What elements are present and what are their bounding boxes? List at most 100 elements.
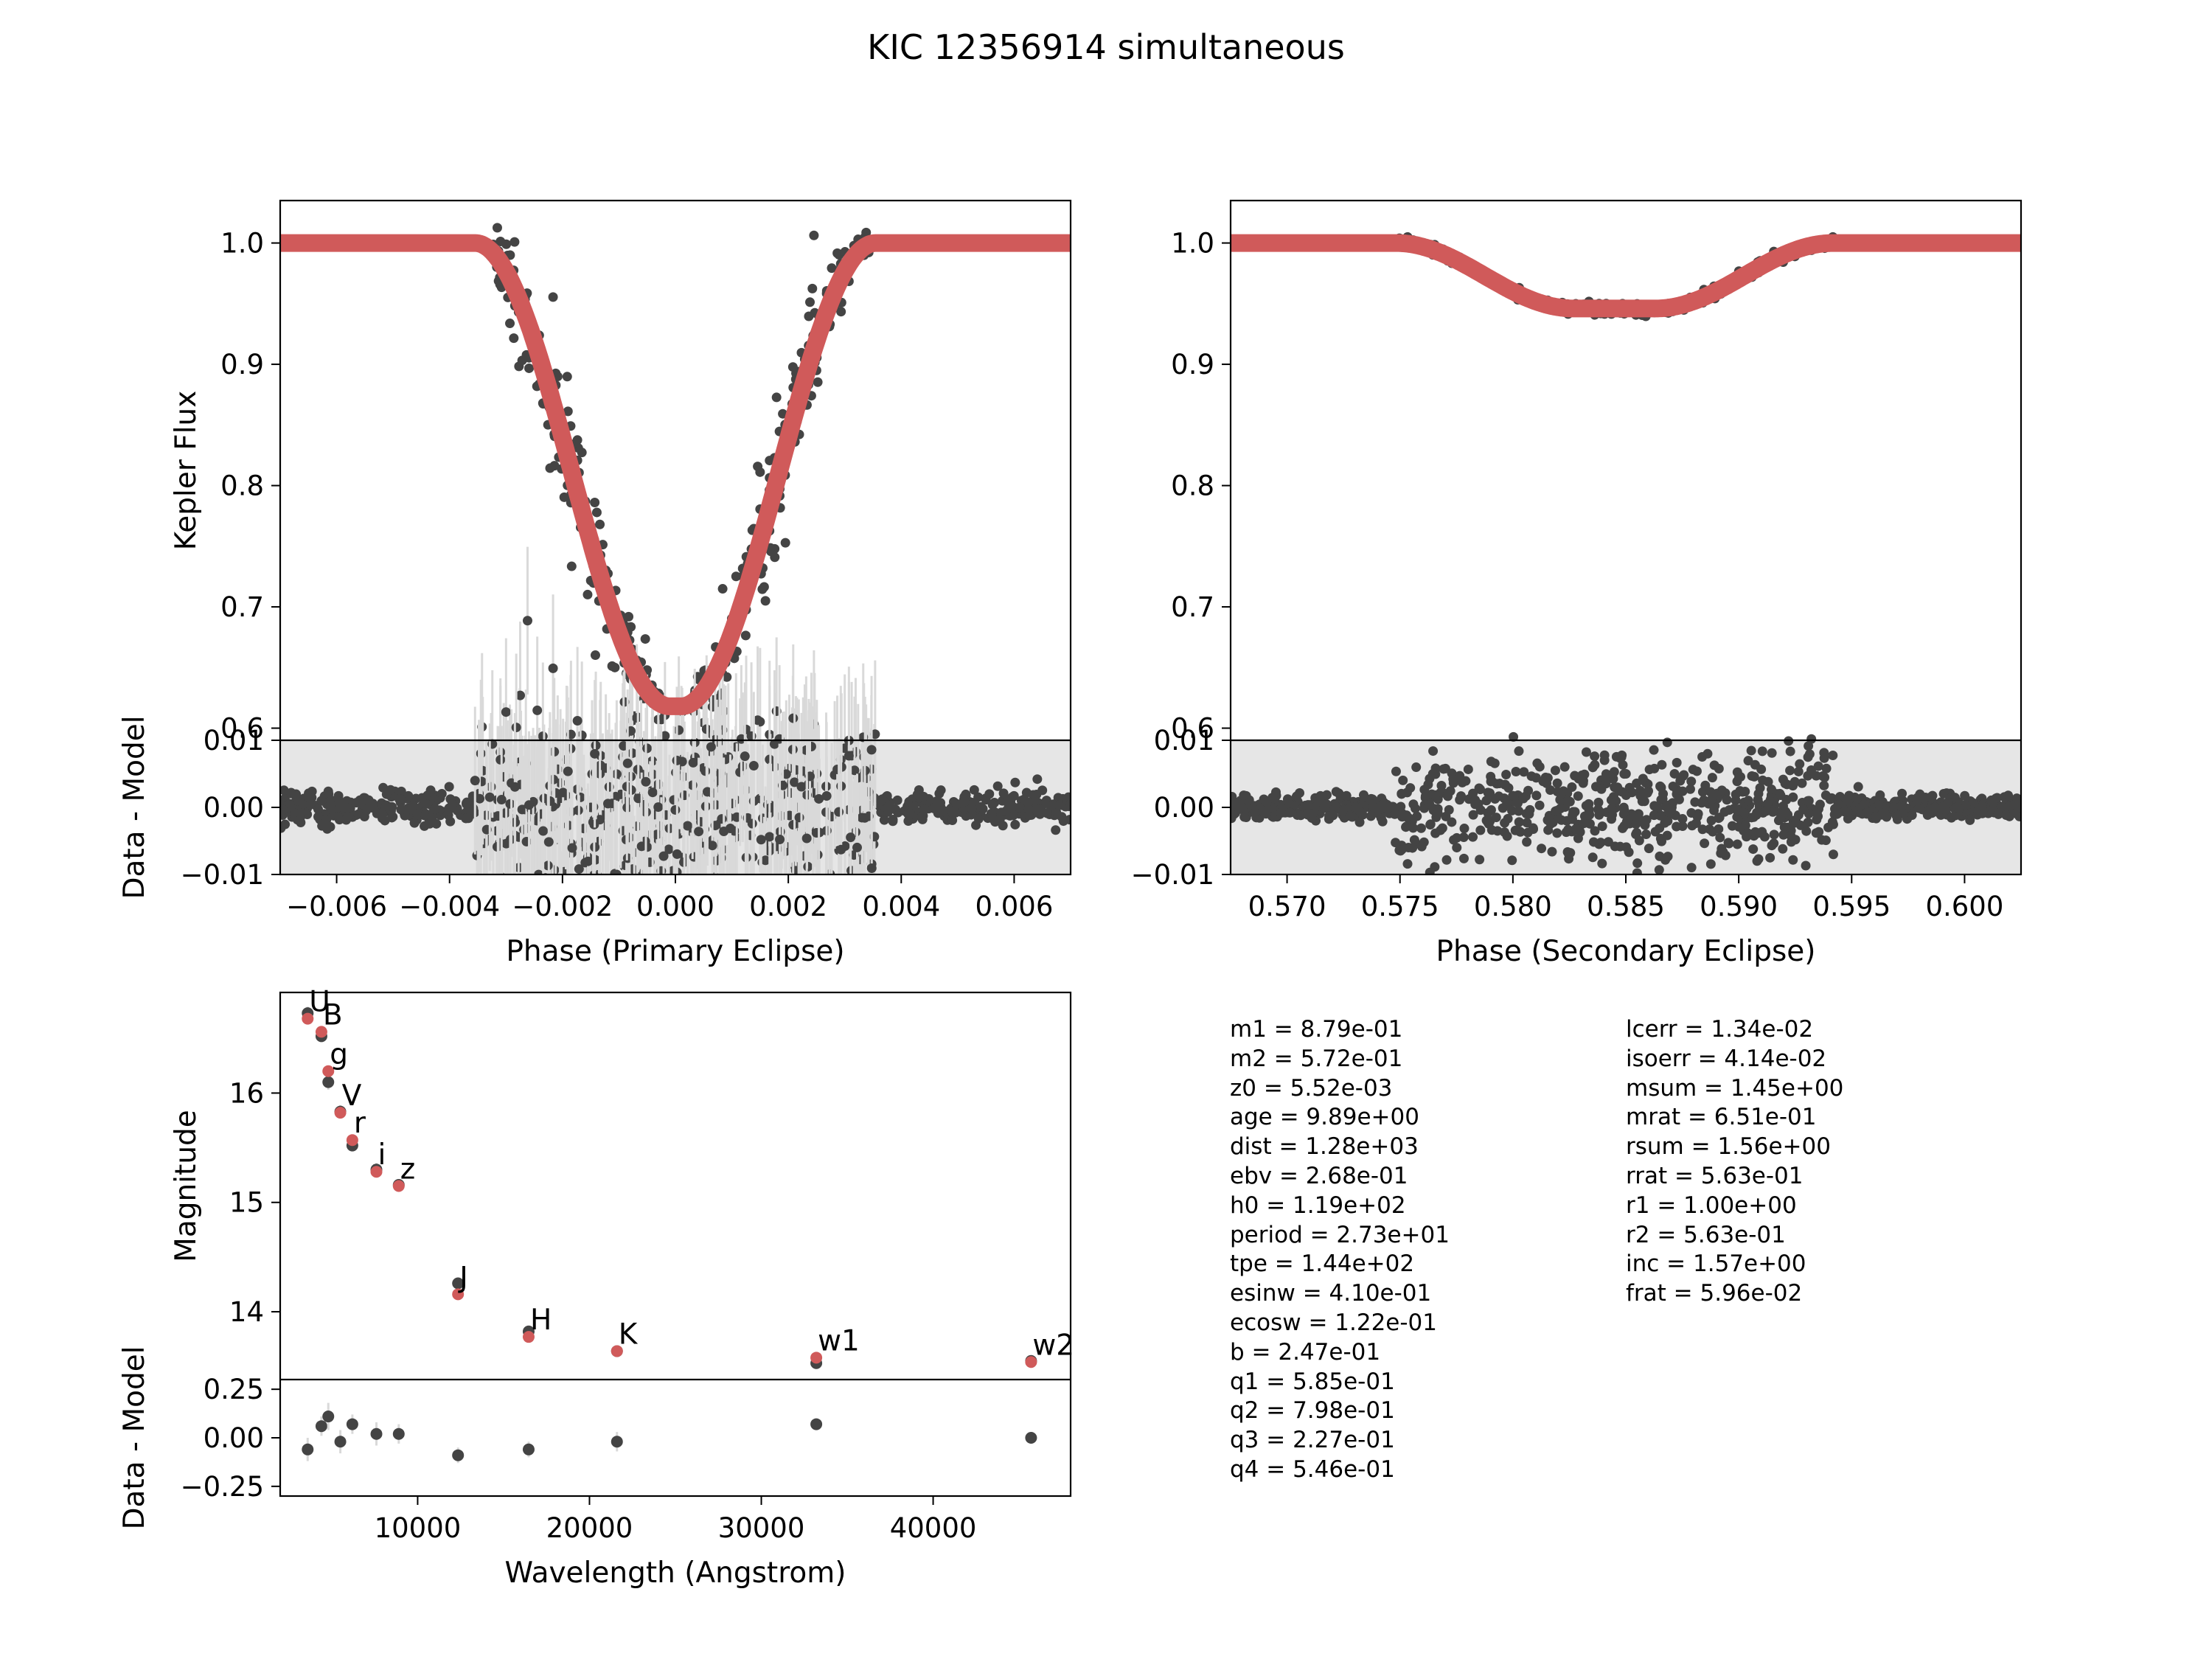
band-label: K	[619, 1318, 639, 1351]
residual-point	[1775, 790, 1786, 801]
data-point	[717, 584, 728, 594]
residual-point	[1534, 762, 1545, 772]
residual-point	[1739, 808, 1750, 818]
residual-point	[420, 821, 430, 831]
residual-point	[1509, 731, 1519, 742]
residual-point	[1719, 807, 1730, 817]
residual-point	[658, 851, 669, 861]
residual-point	[522, 616, 532, 626]
residual-point	[1897, 788, 1907, 799]
residual-point	[1637, 794, 1647, 804]
residual-point	[1519, 767, 1529, 777]
residual-point	[998, 788, 1009, 799]
residual-point	[737, 761, 748, 771]
residual-point	[1284, 807, 1295, 818]
residual-point	[1430, 828, 1441, 838]
residual-point	[1585, 810, 1595, 820]
residual-point	[1547, 846, 1557, 857]
residual-point	[1842, 796, 1852, 806]
residual-y-tick-label: 0.01	[204, 725, 264, 757]
residual-point	[603, 799, 613, 809]
residual-point	[1452, 843, 1462, 853]
axes-frame	[279, 991, 1072, 1498]
residual-point	[986, 808, 996, 818]
data-point	[548, 292, 558, 302]
residual-point	[1785, 746, 1795, 757]
residual-y-tick-label: −0.01	[1131, 859, 1214, 891]
data-point	[509, 333, 519, 344]
data-point	[582, 589, 593, 599]
model-point	[346, 1134, 358, 1147]
residual-point	[1954, 804, 1964, 814]
residual-point	[1587, 762, 1598, 773]
residual-point	[1724, 838, 1734, 849]
plot-area	[1231, 232, 2021, 874]
residual-point	[1579, 818, 1589, 829]
residual-point	[1490, 793, 1500, 804]
residual-point	[1746, 745, 1756, 756]
residual-point	[1042, 808, 1052, 818]
residual-point	[870, 729, 880, 740]
residual-point	[961, 789, 971, 799]
residual-point	[702, 787, 712, 797]
residual-point	[522, 1443, 535, 1455]
residual-point	[1656, 782, 1666, 793]
model-point	[334, 1107, 347, 1119]
residual-point	[1818, 771, 1828, 782]
x-tick-label: 0.590	[1700, 891, 1778, 922]
x-tick-label: 0.000	[636, 891, 714, 922]
residual-point	[1025, 1432, 1037, 1444]
residual-point	[1032, 774, 1043, 785]
band-label: H	[530, 1304, 552, 1337]
residual-point	[636, 841, 647, 852]
model-point	[452, 1288, 465, 1301]
residual-point	[660, 731, 670, 741]
residual-point	[1778, 830, 1789, 840]
residual-point	[1993, 809, 2003, 819]
residual-point	[1780, 779, 1790, 789]
residual-point	[810, 1418, 823, 1430]
residual-point	[1922, 810, 1933, 820]
residual-point	[1815, 799, 1825, 810]
band-label: w1	[818, 1324, 860, 1357]
residual-point	[1740, 820, 1750, 830]
band-label: z	[400, 1153, 415, 1186]
data-point	[809, 230, 819, 240]
residual-point	[1825, 794, 1835, 804]
residual-point	[511, 723, 521, 733]
residual-y-tick-label: 0.25	[204, 1374, 264, 1405]
residual-point	[1023, 810, 1034, 821]
data-point	[722, 672, 732, 682]
residual-point	[788, 820, 799, 830]
residual-point	[1463, 764, 1473, 774]
residual-point	[1686, 863, 1697, 873]
residual-point	[1632, 868, 1642, 874]
residual-point	[582, 877, 592, 887]
residual-point	[642, 743, 653, 754]
data-point	[813, 377, 823, 387]
residual-point	[959, 796, 970, 807]
residual-point	[534, 869, 544, 874]
y-axis-label: Kepler Flux	[170, 391, 203, 551]
residual-point	[1930, 802, 1940, 813]
residual-point	[351, 798, 361, 808]
data-point	[805, 297, 815, 307]
residual-point	[1420, 791, 1430, 801]
residual-point	[1613, 782, 1623, 793]
residual-point	[1502, 831, 1512, 841]
residual-point	[1907, 810, 1917, 821]
residual-point	[1769, 830, 1779, 840]
residual-point	[1624, 782, 1635, 793]
residual-point	[558, 787, 568, 798]
residual-point	[1753, 795, 1763, 805]
residual-point	[1233, 798, 1243, 808]
residual-point	[325, 799, 335, 810]
residual-point	[532, 705, 543, 715]
residual-point	[386, 813, 397, 823]
residual-point	[1510, 825, 1520, 835]
residual-point	[1697, 824, 1708, 835]
residual-point	[1767, 748, 1777, 758]
residual-point	[394, 794, 405, 804]
residual-point	[947, 815, 958, 825]
residual-point	[1366, 811, 1376, 821]
